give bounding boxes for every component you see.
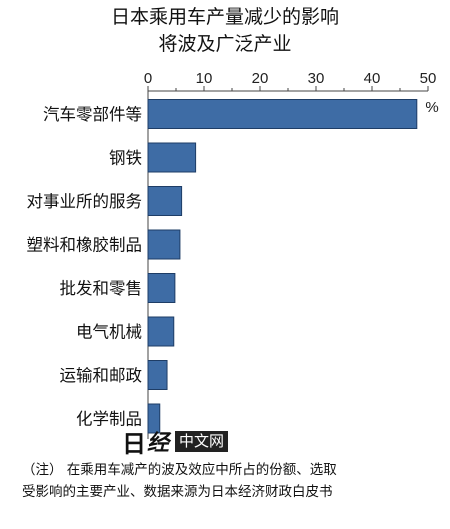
- category-label: 化学制品: [76, 410, 142, 429]
- chart-title-line-2: 将波及广泛产业: [158, 33, 292, 55]
- bar-2: [147, 186, 183, 216]
- unit-label: %: [425, 99, 438, 116]
- x-tick-label: 50: [420, 70, 437, 87]
- category-label: 对事业所的服务: [27, 192, 143, 211]
- category-label: 汽车零部件等: [43, 105, 142, 124]
- bar-7: [147, 403, 161, 434]
- bar-5: [147, 316, 175, 347]
- bar-1: [147, 142, 197, 173]
- nikkei-logo: 日 经 中文网: [122, 429, 229, 458]
- footnote-line-1: （注） 在乘用车减产的波及效应中所占的份额、选取: [22, 462, 337, 478]
- category-label: 钢铁: [109, 149, 142, 168]
- logo-char-jing: 经: [147, 430, 170, 456]
- x-tick-label: 10: [196, 70, 213, 87]
- x-tick-label: 20: [252, 70, 269, 87]
- chart-title-line-1: 日本乘用车产量减少的影响: [110, 6, 339, 28]
- chart-footnote: （注） 在乘用车减产的波及效应中所占的份额、选取 受影响的主要产业、数据来源为日…: [22, 459, 442, 503]
- bar-6: [147, 360, 168, 390]
- footnote-line-2: 受影响的主要产业、数据来源为日本经济财政白皮书: [22, 484, 333, 500]
- category-label: 塑料和橡胶制品: [27, 236, 143, 255]
- category-label: 批发和零售: [60, 279, 143, 298]
- x-tick-label: 0: [144, 70, 152, 87]
- category-label: 运输和邮政: [60, 366, 143, 385]
- logo-box-text: 中文网: [175, 430, 229, 452]
- logo-char-ri: 日: [122, 428, 146, 458]
- bar-0: [147, 99, 418, 129]
- x-tick-label: 30: [308, 70, 325, 87]
- bar-4: [147, 273, 176, 303]
- chart-title: 日本乘用车产量减少的影响 将波及广泛产业: [0, 4, 450, 58]
- x-tick-label: 40: [364, 70, 381, 87]
- bar-3: [147, 229, 181, 260]
- category-label: 电气机械: [76, 323, 142, 342]
